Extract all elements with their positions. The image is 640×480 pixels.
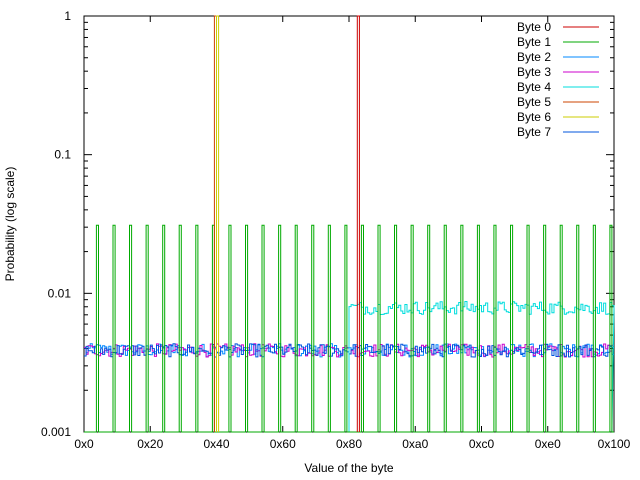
y-tick-label: 0.01 — [48, 286, 72, 300]
y-axis-label: Probability (log scale) — [3, 167, 17, 282]
series-line — [84, 224, 614, 433]
legend-label: Byte 0 — [517, 20, 551, 34]
series-line — [216, 15, 220, 432]
series-byte-6 — [216, 15, 220, 432]
x-tick-label: 0x0 — [74, 437, 94, 451]
x-axis-label: Value of the byte — [304, 461, 394, 475]
x-tick-label: 0x80 — [336, 437, 362, 451]
legend-label: Byte 6 — [517, 110, 551, 124]
legend-item: Byte 4 — [517, 80, 599, 94]
legend-label: Byte 2 — [517, 50, 551, 64]
x-tick-label: 0xe0 — [535, 437, 561, 451]
series-line — [356, 15, 360, 432]
legend-item: Byte 2 — [517, 50, 599, 64]
legend-item: Byte 0 — [517, 20, 599, 34]
x-tick-label: 0x60 — [270, 437, 296, 451]
legend-label: Byte 3 — [517, 65, 551, 79]
legend-item: Byte 3 — [517, 65, 599, 79]
legend-label: Byte 1 — [517, 35, 551, 49]
legend-item: Byte 1 — [517, 35, 599, 49]
legend-label: Byte 5 — [517, 95, 551, 109]
legend-label: Byte 7 — [517, 125, 551, 139]
x-tick-label: 0xa0 — [402, 437, 428, 451]
y-tick-label: 0.001 — [41, 425, 71, 439]
legend-label: Byte 4 — [517, 80, 551, 94]
legend-item: Byte 5 — [517, 95, 599, 109]
legend-item: Byte 6 — [517, 110, 599, 124]
series-byte-0 — [356, 15, 360, 432]
series-byte-4 — [348, 301, 615, 433]
axis-ticks: 0x0 0x20 0x40 0x60 0x80 0xa0 0xc0 0xe0 0x100 0.00… — [41, 9, 631, 451]
y-tick-label: 0.1 — [54, 148, 71, 162]
x-tick-label: 0x40 — [203, 437, 229, 451]
x-tick-label: 0xc0 — [469, 437, 495, 451]
series-layer — [84, 15, 615, 433]
y-tick-label: 1 — [64, 9, 71, 23]
series-line — [348, 301, 615, 433]
x-tick-label: 0x100 — [598, 437, 631, 451]
series-byte-1 — [84, 224, 614, 433]
x-tick-label: 0x20 — [137, 437, 163, 451]
legend-item: Byte 7 — [517, 125, 599, 139]
